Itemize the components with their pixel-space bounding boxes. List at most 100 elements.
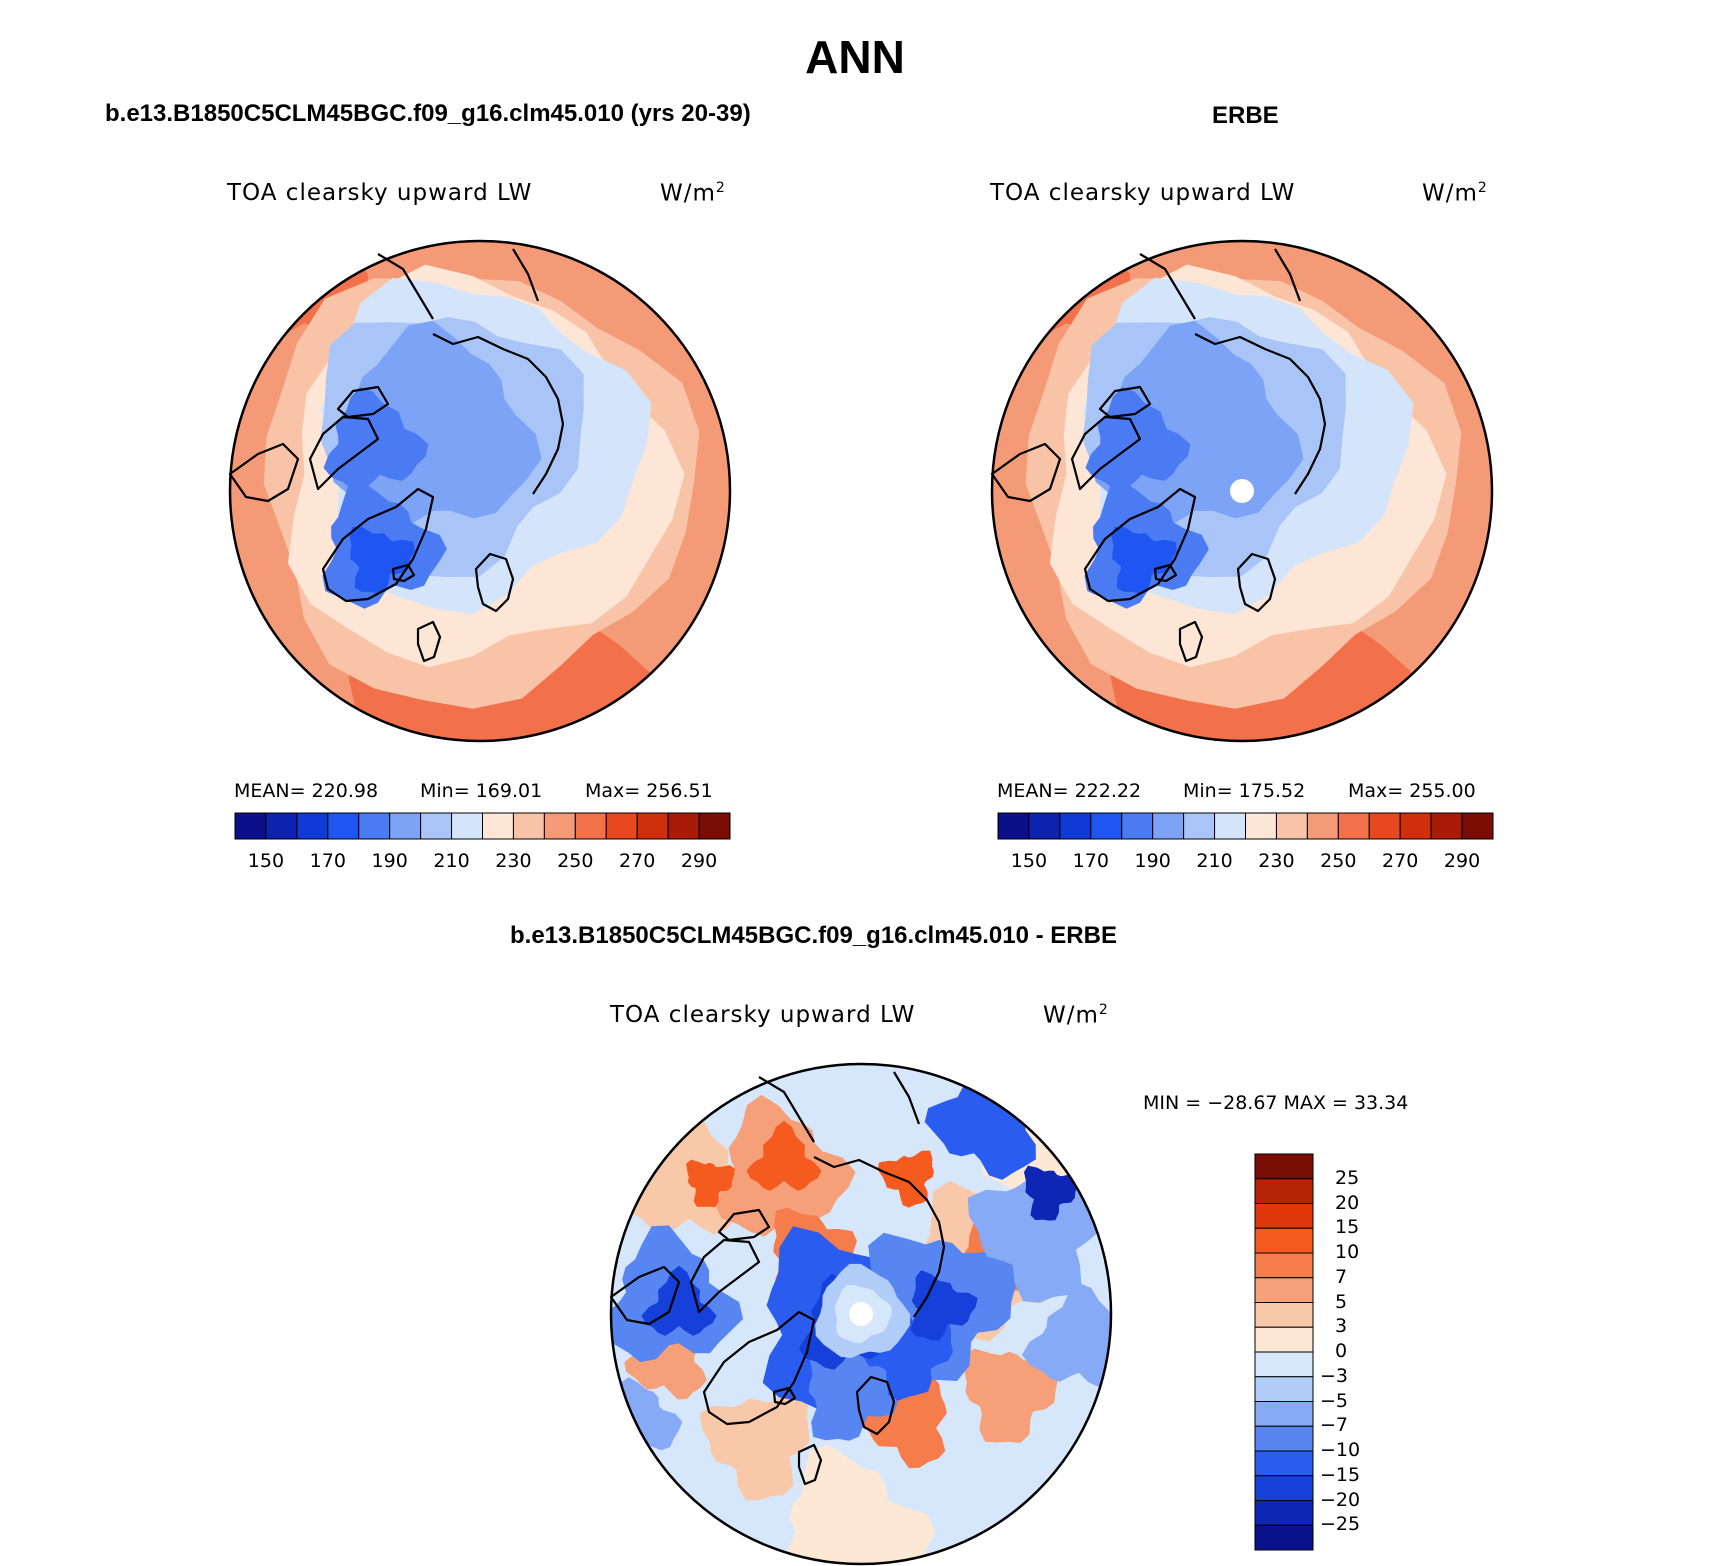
diff-colorbar-swatch (1254, 1277, 1314, 1303)
field-contour (1024, 1165, 1080, 1221)
diff-colorbar-tick-label: 0 (1335, 1340, 1348, 1362)
obs-colorbar-ticks: 150 170 190 210 230 250 270 290 (998, 850, 1493, 874)
obs-max-label: Max= 255.00 (1348, 780, 1476, 802)
obs-units-label: W/m2 (1422, 180, 1488, 207)
model-colorbar-swatch (543, 812, 576, 840)
map-border (228, 239, 732, 743)
model-colorbar-swatch (698, 812, 731, 840)
model-colorbar-swatch (574, 812, 607, 840)
model-variable-label: TOA clearsky upward LW (227, 180, 533, 206)
map-border (990, 239, 1494, 743)
diff-colorbar-tick-label: 7 (1335, 1265, 1348, 1288)
diff-panel-title: b.e13.B1850C5CLM45BGC.f09_g16.clm45.010 … (510, 922, 1117, 949)
obs-colorbar-swatch (1461, 812, 1494, 840)
obs-mean-label: MEAN= 222.22 (997, 780, 1142, 802)
model-colorbar (234, 812, 731, 840)
model-colorbar-swatch (667, 812, 700, 840)
obs-colorbar-swatch (1275, 812, 1308, 840)
diff-colorbar-tick-label: 3 (1335, 1315, 1348, 1338)
obs-colorbar-swatch (1028, 812, 1061, 840)
model-colorbar-swatch (512, 812, 545, 840)
diff-colorbar-tick-label: −15 (1320, 1463, 1361, 1486)
diff-colorbar-swatch (1254, 1203, 1314, 1229)
diff-colorbar-swatch (1254, 1425, 1314, 1452)
diff-colorbar-swatch (1254, 1376, 1314, 1402)
diff-colorbar-tick-label: −10 (1320, 1439, 1361, 1461)
field-contour (962, 1348, 1061, 1443)
obs-colorbar-tick-label: 170 (1072, 850, 1109, 872)
field-contour (1085, 387, 1191, 491)
model-max-label: Max= 256.51 (585, 780, 713, 802)
obs-colorbar-swatch (997, 812, 1030, 840)
model-colorbar-swatch (234, 812, 267, 840)
obs-colorbar-tick-label: 230 (1258, 850, 1295, 872)
obs-colorbar-tick-label: 190 (1134, 850, 1171, 872)
diff-colorbar-ticks: 25 20 15 10 7 5 3 0 −3 −5 −7 −10 −15 −20 −25 (1320, 1153, 1390, 1553)
model-polar-map (228, 239, 732, 743)
model-colorbar-swatch (605, 812, 638, 840)
model-colorbar-swatch (358, 812, 391, 840)
diff-colorbar-swatch (1254, 1302, 1314, 1328)
coastline (609, 1071, 946, 1486)
model-colorbar-tick-label: 170 (309, 850, 346, 872)
diff-colorbar-swatch (1254, 1178, 1314, 1204)
model-colorbar-swatch (636, 812, 669, 840)
diff-colorbar (1254, 1153, 1314, 1551)
obs-colorbar-swatch (1368, 812, 1401, 840)
model-min-label: Min= 169.01 (420, 780, 543, 802)
field-contour (1022, 1282, 1111, 1389)
diff-colorbar-swatch (1254, 1153, 1314, 1180)
diff-colorbar-swatch (1254, 1252, 1314, 1279)
diff-colorbar-swatch (1254, 1524, 1314, 1551)
field-contour (1111, 526, 1177, 594)
diff-colorbar-swatch (1254, 1351, 1314, 1378)
diff-colorbar-tick-label: −3 (1320, 1364, 1349, 1387)
model-colorbar-tick-label: 190 (371, 850, 408, 872)
obs-colorbar-tick-label: 150 (1010, 850, 1048, 872)
diff-colorbar-tick-label: −25 (1320, 1513, 1361, 1536)
model-colorbar-tick-label: 150 (247, 850, 285, 872)
obs-colorbar-swatch (1152, 812, 1185, 840)
obs-variable-label: TOA clearsky upward LW (990, 180, 1296, 206)
field-contour (686, 1159, 736, 1208)
obs-colorbar-swatch (1214, 812, 1246, 840)
field-contour (858, 1374, 947, 1469)
diff-units-label: W/m2 (1043, 1002, 1109, 1029)
obs-colorbar-tick-label: 270 (1382, 850, 1419, 872)
field-contour (776, 1445, 936, 1564)
diff-colorbar-tick-label: 15 (1335, 1216, 1360, 1239)
model-colorbar-tick-label: 230 (495, 850, 532, 872)
obs-colorbar-swatch (1245, 812, 1277, 840)
diff-variable-label: TOA clearsky upward LW (610, 1002, 916, 1028)
model-panel-title: b.e13.B1850C5CLM45BGC.f09_g16.clm45.010 … (105, 100, 751, 127)
obs-colorbar-tick-label: 210 (1196, 850, 1233, 872)
main-title: ANN (805, 31, 905, 83)
obs-colorbar-tick-label: 290 (1443, 850, 1481, 872)
model-colorbar-tick-label: 290 (680, 850, 718, 872)
obs-colorbar-swatch (1183, 812, 1216, 840)
model-colorbar-tick-label: 250 (557, 850, 594, 872)
model-colorbar-tick-label: 270 (619, 850, 656, 872)
diff-colorbar-tick-label: −5 (1320, 1389, 1349, 1412)
diff-colorbar-swatch (1254, 1500, 1314, 1526)
model-units-label: W/m2 (660, 180, 726, 207)
field-contour (910, 1270, 978, 1341)
model-colorbar-swatch (265, 812, 298, 840)
model-colorbar-swatch (296, 812, 329, 840)
diff-colorbar-swatch (1254, 1475, 1314, 1501)
diff-colorbar-tick-label: −7 (1320, 1414, 1349, 1437)
diff-colorbar-tick-label: 10 (1335, 1241, 1360, 1263)
diff-colorbar-tick-label: 5 (1335, 1290, 1348, 1313)
obs-colorbar-swatch (1090, 812, 1123, 840)
diff-polar-map (609, 1062, 1113, 1566)
coastline (228, 248, 565, 663)
obs-colorbar-swatch (1121, 812, 1154, 840)
diff-colorbar-swatch (1254, 1450, 1314, 1477)
diff-colorbar-tick-label: 25 (1335, 1166, 1360, 1189)
model-mean-label: MEAN= 220.98 (234, 780, 379, 802)
model-colorbar-ticks: 150 170 190 210 230 250 270 290 (235, 850, 730, 874)
model-colorbar-swatch (482, 812, 514, 840)
diff-colorbar-tick-label: −20 (1320, 1488, 1361, 1511)
diff-colorbar-swatch (1254, 1326, 1314, 1353)
obs-colorbar-swatch (1059, 812, 1092, 840)
